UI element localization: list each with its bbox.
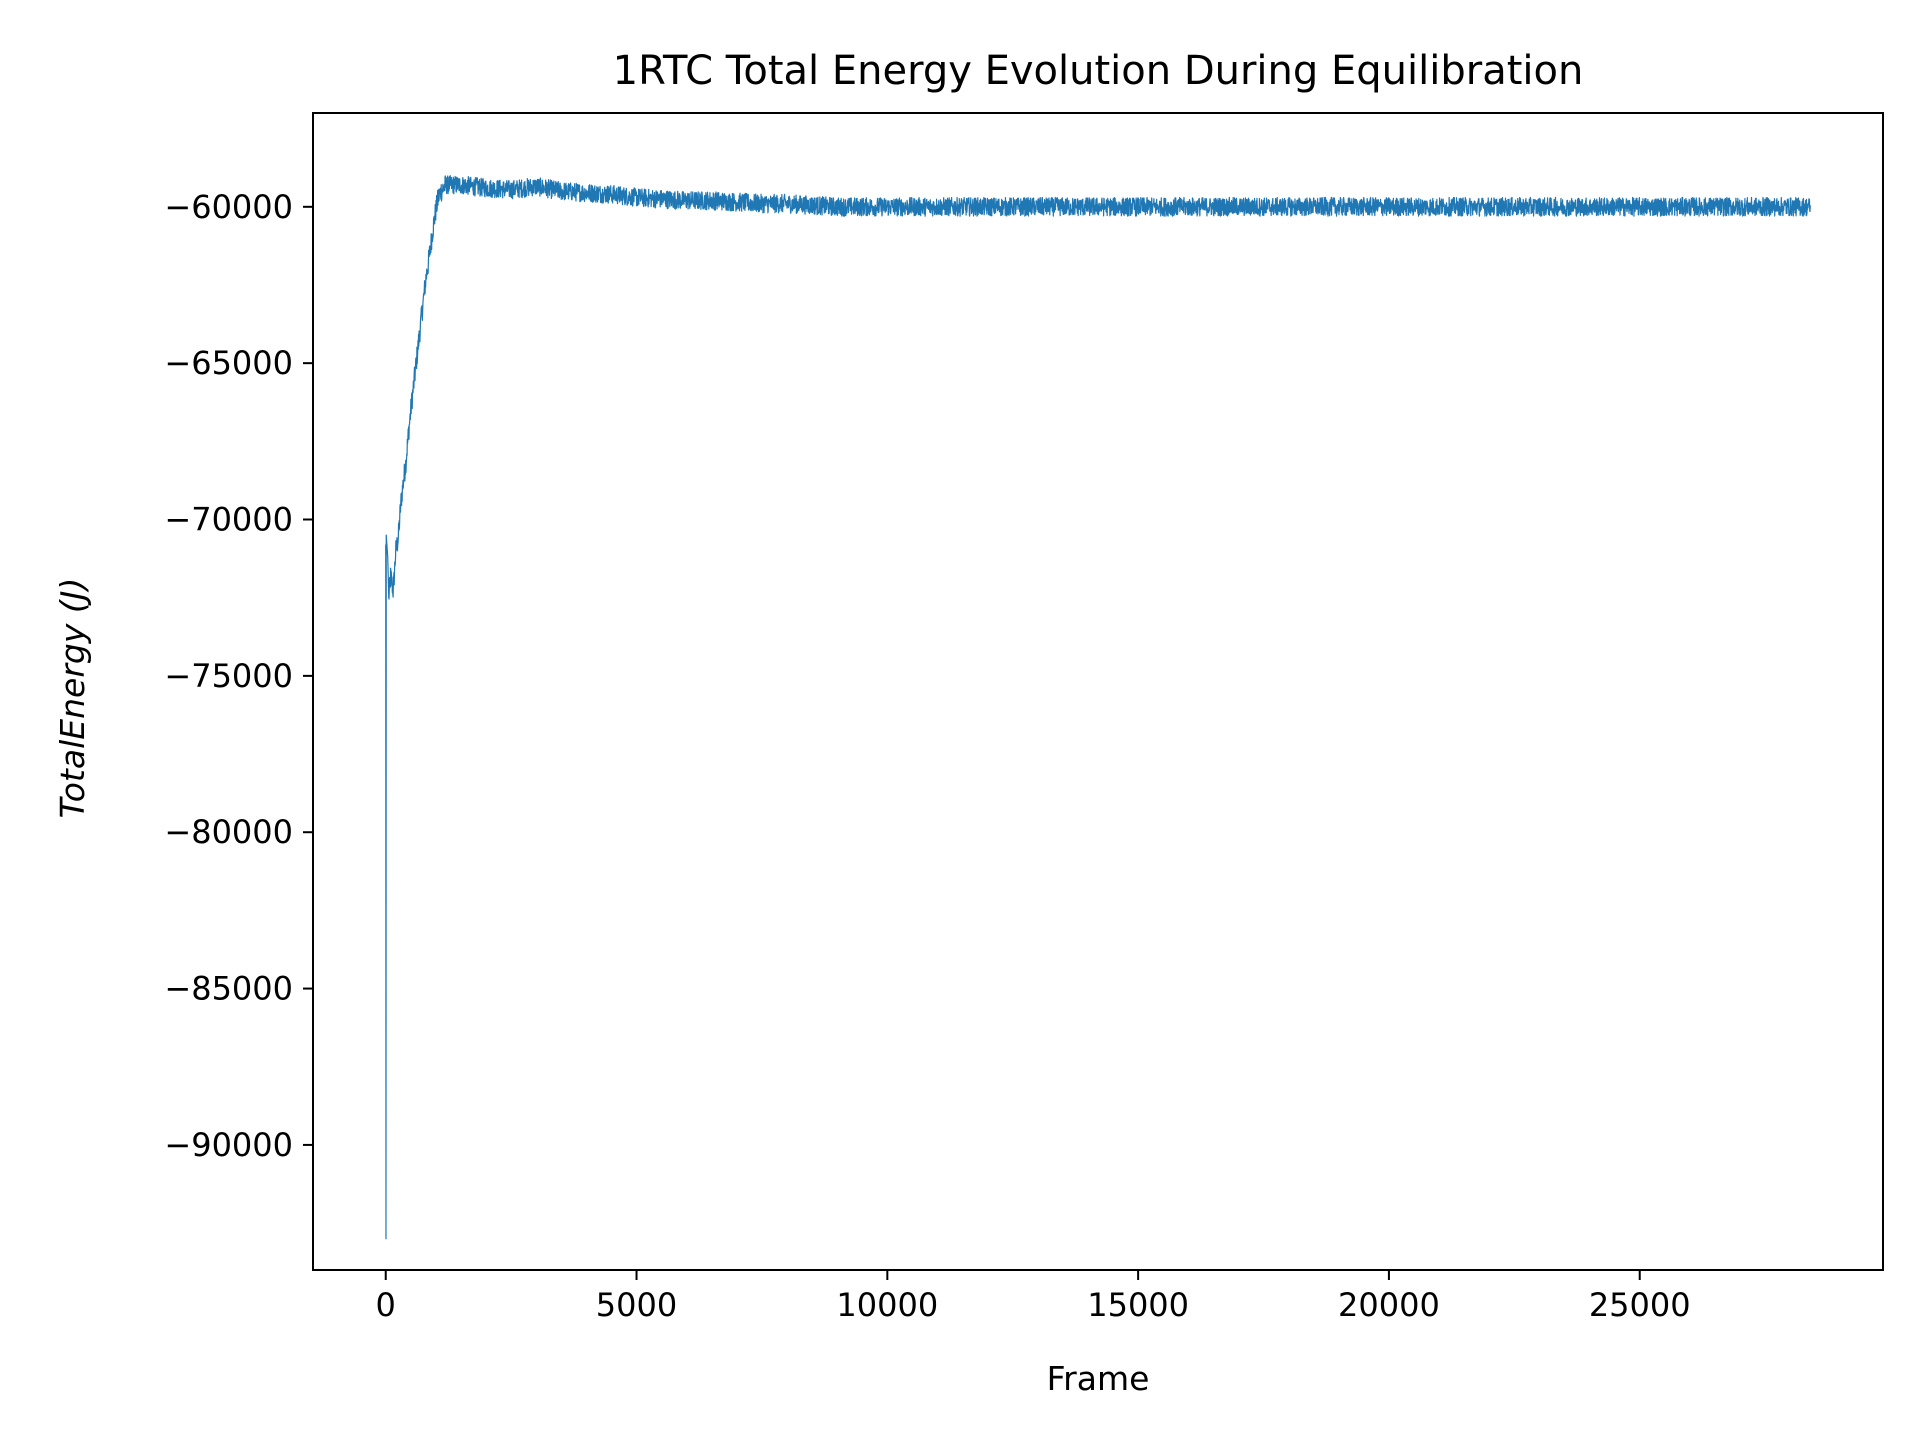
y-tick-label: −65000 (164, 344, 293, 382)
x-tick-label: 20000 (1338, 1286, 1440, 1324)
y-tick-label: −75000 (164, 657, 293, 695)
x-axis-ticks: 0 5000 10000 15000 20000 25000 (376, 1270, 1691, 1324)
x-tick-label: 25000 (1589, 1286, 1691, 1324)
y-tick-label: −70000 (164, 501, 293, 539)
x-tick-label: 5000 (596, 1286, 677, 1324)
y-tick-label: −85000 (164, 970, 293, 1008)
y-axis-ticks: −90000 −85000 −80000 −75000 −70000 −65000 −600… (164, 188, 313, 1164)
y-tick-label: −90000 (164, 1126, 293, 1164)
x-tick-label: 15000 (1087, 1286, 1189, 1324)
y-tick-label: −80000 (164, 813, 293, 851)
plot-frame (312, 112, 1884, 1271)
x-tick-label: 0 (376, 1286, 396, 1324)
x-tick-label: 10000 (836, 1286, 938, 1324)
chart-title: 1RTC Total Energy Evolution During Equil… (613, 48, 1584, 94)
y-tick-label: −60000 (164, 188, 293, 226)
x-axis-title: Frame (1047, 1359, 1150, 1398)
energy-series-line (385, 175, 1811, 1240)
y-axis-title: TotalEnergy (J) (53, 578, 92, 819)
plot-area (385, 175, 1811, 1240)
